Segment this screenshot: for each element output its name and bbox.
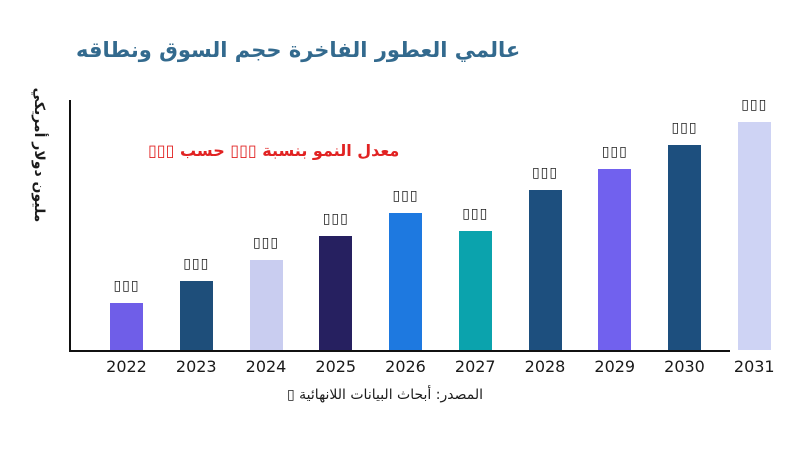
- bar-2031[interactable]: [737, 122, 771, 350]
- bar-2028[interactable]: [528, 190, 562, 350]
- x-tick-2022: 2022: [106, 357, 147, 376]
- source-note: المصدر: أبحاث البيانات اللانهائية ▯: [287, 387, 483, 403]
- bar-2029[interactable]: [598, 169, 632, 350]
- bar-2022[interactable]: [110, 303, 143, 350]
- bar-value-label: ▯▯▯: [671, 120, 698, 136]
- bar-value-label: ▯▯▯: [113, 278, 140, 294]
- x-tick-2024: 2024: [245, 357, 287, 376]
- bar-value-label: ▯▯▯: [252, 235, 280, 251]
- chart-title: عالمي العطور الفاخرة حجم السوق ونطاقه: [76, 38, 521, 62]
- x-tick-2029: 2029: [594, 357, 636, 376]
- bar-2027[interactable]: [458, 231, 492, 350]
- bar-2030[interactable]: [668, 145, 701, 350]
- x-tick-2031: 2031: [733, 357, 775, 376]
- x-tick-2028: 2028: [524, 357, 566, 376]
- x-tick-2030: 2030: [664, 357, 705, 376]
- bar-value-label: ▯▯▯: [601, 144, 628, 160]
- x-axis-line: [69, 350, 730, 352]
- bar-value-label: ▯▯▯: [183, 256, 210, 272]
- bar-2026[interactable]: [389, 213, 422, 350]
- bar-value-label: ▯▯▯: [392, 188, 419, 204]
- x-tick-2025: 2025: [315, 357, 357, 376]
- y-axis-line: [69, 100, 71, 352]
- bar-value-label: ▯▯▯: [741, 97, 768, 113]
- growth-rate-annotation: معدل النمو بنسبة ▯▯▯ حسب ▯▯▯: [148, 141, 400, 160]
- bar-2025[interactable]: [319, 236, 353, 350]
- bar-2023[interactable]: [179, 281, 213, 350]
- bar-value-label: ▯▯▯: [462, 206, 489, 222]
- x-tick-2026: 2026: [385, 357, 426, 376]
- x-tick-2023: 2023: [175, 357, 217, 376]
- bar-value-label: ▯▯▯: [322, 211, 349, 227]
- y-axis-label: مليون دولار أمريكي: [31, 87, 47, 223]
- bar-value-label: ▯▯▯: [531, 165, 559, 181]
- bar-2024[interactable]: [249, 260, 283, 350]
- x-tick-2027: 2027: [454, 357, 496, 376]
